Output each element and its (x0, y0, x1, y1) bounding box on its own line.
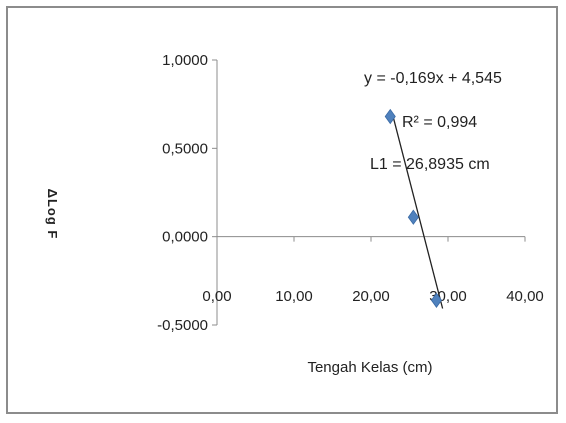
x-tick-label: 0,00 (202, 288, 231, 305)
x-axis-label: Tengah Kelas (cm) (307, 359, 432, 376)
chart-frame (6, 6, 558, 414)
y-tick-label: -0,5000 (157, 317, 208, 334)
r-squared-label: R² = 0,994 (402, 114, 477, 131)
trendline-equation: y = -0,169x + 4,545 (364, 70, 502, 87)
y-tick-label: 0,5000 (162, 140, 208, 157)
l1-label: L1 = 26,8935 cm (370, 156, 490, 173)
data-point (384, 108, 396, 125)
x-tick-label: 40,00 (506, 288, 544, 305)
x-tick-label: 10,00 (275, 288, 313, 305)
y-tick-label: 0,0000 (162, 229, 208, 246)
y-tick-label: 1,0000 (162, 52, 208, 69)
data-point (430, 292, 442, 308)
y-axis-label: ΔLog F (45, 189, 60, 240)
trendline (392, 117, 444, 309)
x-tick-label: 20,00 (352, 288, 390, 305)
data-point (407, 209, 419, 225)
